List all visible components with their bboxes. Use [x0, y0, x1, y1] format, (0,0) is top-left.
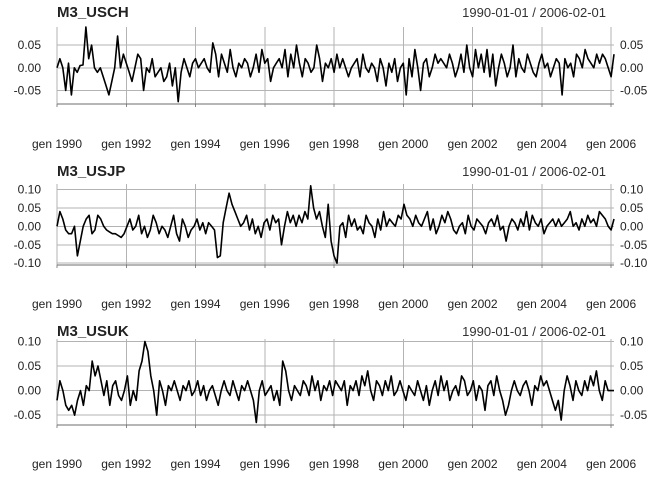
chart-panel-2: M3_USJP 1990-01-01 / 2006-02-01 0.10 0.10 0.… [14, 163, 648, 311]
x-tick-label: gen 1992 [101, 297, 151, 311]
chart-title: M3_USCH [57, 4, 129, 21]
x-tick-label: gen 1998 [309, 297, 359, 311]
x-tick-label: gen 1996 [240, 297, 290, 311]
x-tick-label: gen 2004 [517, 137, 567, 151]
chart-date-range: 1990-01-01 / 2006-02-01 [462, 164, 606, 179]
y-tick-label-left: -0.05 [14, 83, 42, 97]
x-tick-label: gen 1998 [309, 137, 359, 151]
x-tick-label: gen 2002 [448, 137, 498, 151]
x-tick-label: gen 2006 [586, 297, 636, 311]
x-tick-label: gen 1996 [240, 137, 290, 151]
y-tick-label-left: 0.05 [18, 201, 42, 215]
y-tick-label-right: 0.05 [620, 38, 644, 52]
chart-date-range: 1990-01-01 / 2006-02-01 [462, 324, 606, 339]
x-tick-label: gen 2000 [378, 457, 428, 471]
y-tick-label-right: -0.05 [620, 238, 648, 252]
y-tick-label-right: 0.10 [620, 334, 644, 348]
y-tick-label-right: 0.00 [620, 384, 644, 398]
series-line-1 [56, 26, 615, 103]
x-tick-label: gen 2006 [586, 457, 636, 471]
x-tick-label: gen 2000 [378, 297, 428, 311]
chart-date-range: 1990-01-01 / 2006-02-01 [462, 5, 606, 20]
x-tick-label: gen 2006 [586, 137, 636, 151]
y-tick-label-left: 0.05 [18, 359, 42, 373]
x-tick-label: gen 1994 [170, 457, 220, 471]
x-tick-label: gen 1990 [32, 457, 82, 471]
y-tick-label-left: -0.05 [14, 408, 42, 422]
series-line-1 [56, 185, 615, 265]
y-tick-label-left: 0.05 [18, 38, 42, 52]
x-tick-label: gen 1992 [101, 457, 151, 471]
y-tick-label-left: 0.00 [18, 61, 42, 75]
y-tick-label-left: 0.10 [18, 334, 42, 348]
x-tick-label: gen 1998 [309, 457, 359, 471]
x-tick-label: gen 1994 [170, 137, 220, 151]
x-tick-label: gen 2002 [448, 457, 498, 471]
y-tick-label-right: 0.05 [620, 201, 644, 215]
chart-panel-3: M3_USUK 1990-01-01 / 2006-02-01 0.10 0.10 0.… [14, 323, 648, 471]
y-tick-label-left: -0.05 [14, 238, 42, 252]
y-tick-label-right: 0.00 [620, 219, 644, 233]
x-tick-label: gen 2004 [517, 297, 567, 311]
x-tick-label: gen 1996 [240, 457, 290, 471]
x-tick-label: gen 1994 [170, 297, 220, 311]
chart-title: M3_USJP [57, 163, 125, 180]
chart-title: M3_USUK [57, 323, 129, 340]
series-line-1 [56, 340, 614, 424]
y-tick-label-left: 0.00 [18, 384, 42, 398]
y-tick-label-right: 0.05 [620, 359, 644, 373]
y-tick-label-left: -0.10 [14, 256, 42, 270]
y-tick-label-right: -0.05 [620, 408, 648, 422]
x-tick-label: gen 1990 [32, 137, 82, 151]
y-tick-label-right: -0.10 [620, 256, 648, 270]
x-tick-label: gen 2004 [517, 457, 567, 471]
y-tick-label-right: -0.05 [620, 83, 648, 97]
x-tick-label: gen 1990 [32, 297, 82, 311]
y-tick-label-right: 0.10 [620, 183, 644, 197]
x-tick-label: gen 1992 [101, 137, 151, 151]
chart-panel-1: M3_USCH 1990-01-01 / 2006-02-01 0.05 0.05 0.… [14, 4, 648, 151]
y-tick-label-left: 0.00 [18, 219, 42, 233]
x-tick-label: gen 2002 [448, 297, 498, 311]
y-tick-label-left: 0.10 [18, 183, 42, 197]
x-tick-label: gen 2000 [378, 137, 428, 151]
y-tick-label-right: 0.00 [620, 61, 644, 75]
